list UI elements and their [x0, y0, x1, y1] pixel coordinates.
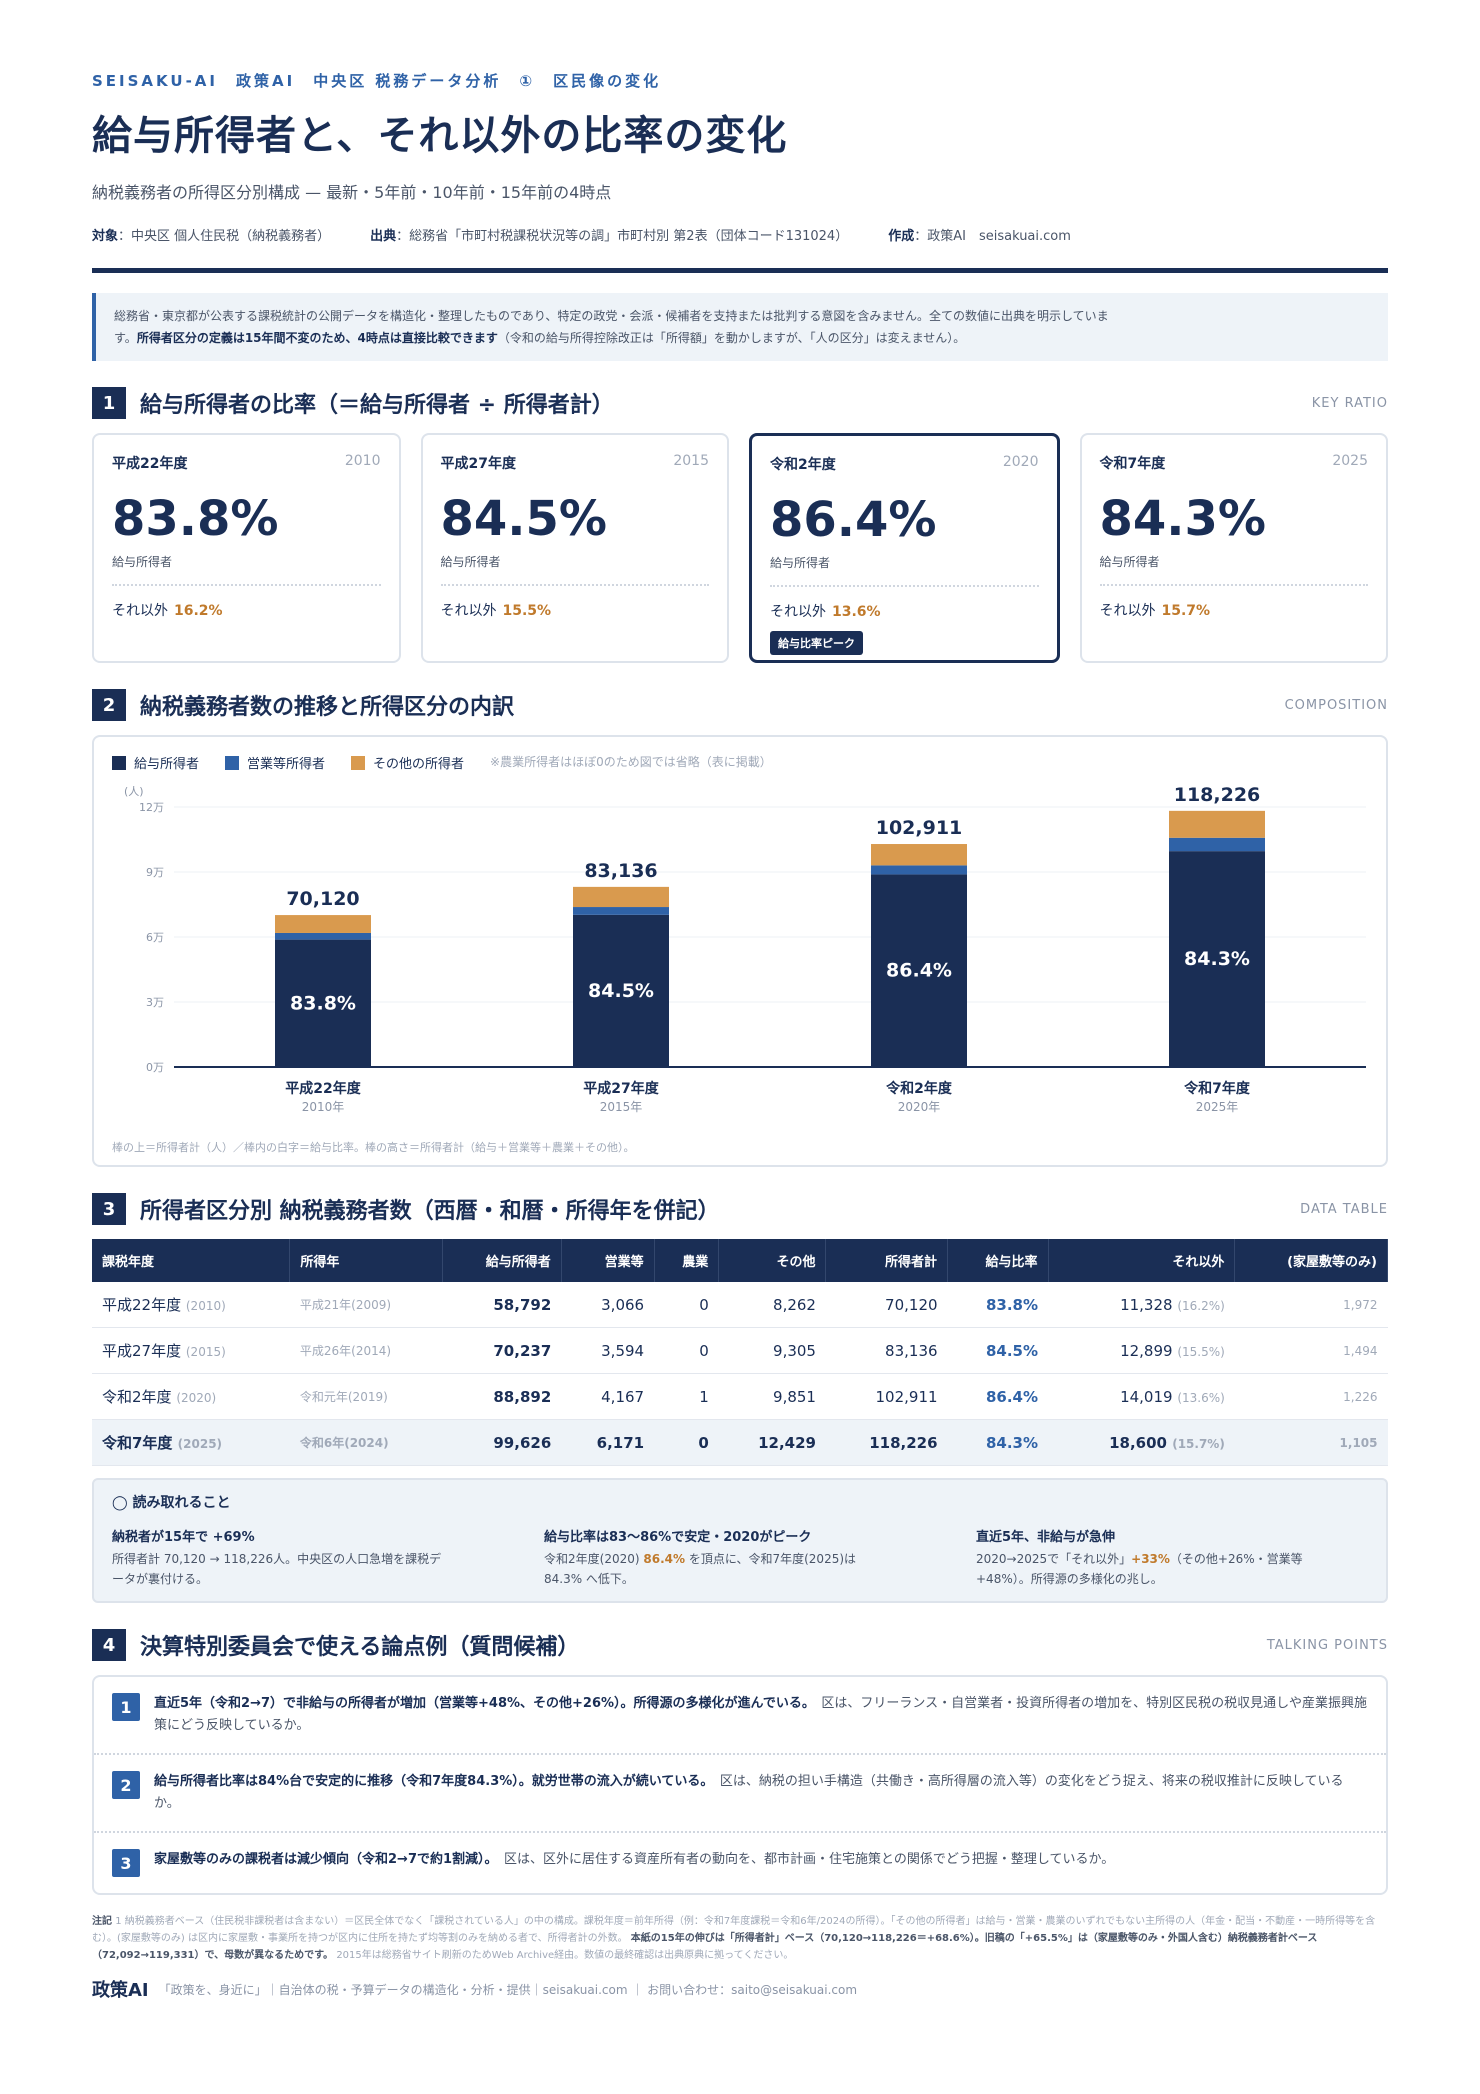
meta-source: 出典：総務省「市町村税課税状況等の調」市町村別 第2表（団体コード131024）	[370, 229, 849, 244]
section-number: 1	[92, 387, 126, 419]
table-row: 令和7年度 (2025) 令和6年(2024) 99,626 6,171 0 1…	[92, 1419, 1388, 1466]
x-tick-label: 令和7年度	[1183, 1080, 1251, 1097]
bar-segment-2	[275, 915, 371, 933]
ratio-card-2025: 令和7年度 2025 84.3% 給与所得者 それ以外 15.7%	[1079, 433, 1388, 663]
composition-chart: 給与所得者 営業等所得者 その他の所得者 ※農業所得者はほぼ0のため図では省略（…	[92, 735, 1388, 1167]
disclaimer-note: 総務省・東京都が公表する課税統計の公開データを構造化・整理したものであり、特定の…	[92, 293, 1388, 361]
bar-total-label: 102,911	[876, 817, 963, 839]
section-tag: TALKING POINTS	[1266, 1637, 1388, 1653]
x-tick-sublabel: 2010年	[302, 1100, 345, 1114]
brand-logo: 政策AI	[92, 1980, 149, 2001]
bar-segment-0	[1169, 851, 1265, 1067]
section-4-header: 4 決算特別委員会で使える論点例（質問候補） TALKING POINTS	[92, 1629, 1388, 1661]
meta-target: 対象：中央区 個人住民税（納税義務者）	[92, 229, 331, 244]
section-number: 4	[92, 1629, 126, 1661]
bar-segment-1	[1169, 837, 1265, 852]
stacked-bar-chart: (人) 0万 3万 6万 9万 12万 70,120 83.8% 平成22年度 2010年 83,1…	[124, 784, 1366, 1114]
page-subtitle: 納税義務者の所得区分別構成 — 最新・5年前・10年前・15年前の4時点	[92, 183, 612, 202]
x-tick-label: 平成22年度	[285, 1080, 361, 1097]
bar-segment-2	[573, 886, 669, 908]
bar-ratio-label: 86.4%	[886, 960, 952, 982]
section-title: 決算特別委員会で使える論点例（質問候補）	[140, 1635, 580, 1660]
bar-segment-2	[871, 844, 967, 866]
y-tick-label: 3万	[146, 996, 164, 1009]
y-tick-label: 12万	[139, 801, 164, 814]
table-header-row: 課税年度 所得年 給与所得者 営業等 農業 その他 所得者計 給与比率 それ以外…	[92, 1239, 1388, 1282]
footnote: 注記 1 納税義務者ベース（住民税非課税者は含まない）＝区民全体でなく「課税され…	[92, 1916, 1376, 1961]
kicker: SEISAKU-AI 政策AI 中央区 税務データ分析 ① 区民像の変化	[92, 72, 662, 90]
bar-segment-1	[573, 907, 669, 915]
section-2-header: 2 納税義務者数の推移と所得区分の内訳 COMPOSITION	[92, 689, 1388, 721]
talking-point-item: 1 直近5年（令和2→7）で非給与の所得者が増加（営業等+48%、その他+26%…	[94, 1677, 1386, 1755]
x-tick-sublabel: 2015年	[600, 1100, 643, 1114]
bar-ratio-label: 84.3%	[1184, 948, 1250, 970]
y-axis-unit: (人)	[124, 785, 144, 798]
ratio-value: 83.8%	[112, 491, 279, 547]
bar-segment-0	[871, 874, 967, 1067]
page-title: 給与所得者と、それ以外の比率の変化	[92, 113, 788, 159]
bar-ratio-label: 84.5%	[588, 980, 654, 1002]
talking-point-item: 3 家屋敷等のみの課税者は減少傾向（令和2→7で約1割減）。 区は、区外に居住す…	[94, 1833, 1386, 1893]
bar-total-label: 83,136	[584, 860, 657, 882]
insight-col-3: 直近5年、非給与が急伸 2020→2025で「それ以外」+33%（その他+26%…	[976, 1530, 1303, 1586]
section-title: 所得者区分別 納税義務者数（西暦・和暦・所得年を併記）	[140, 1199, 720, 1224]
legend-note: ※農業所得者はほぼ0のため図では省略（表に掲載）	[490, 755, 772, 769]
meta-row: 対象：中央区 個人住民税（納税義務者） 出典：総務省「市町村税課税状況等の調」市…	[92, 225, 1388, 244]
header-rule	[92, 268, 1388, 273]
ratio-value: 84.5%	[440, 491, 608, 547]
section-tag: COMPOSITION	[1284, 697, 1388, 713]
table-row: 平成27年度 (2015) 平成26年(2014) 70,237 3,594 0…	[92, 1327, 1388, 1374]
bar-total-label: 70,120	[286, 888, 359, 910]
ratio-card-2020: 令和2年度 2020 86.4% 給与所得者 それ以外 13.6% 給与比率ピーク	[749, 433, 1060, 663]
y-tick-label: 6万	[146, 931, 164, 944]
insight-col-2: 給与比率は83〜86%で安定・2020がピーク 令和2年度(2020) 86.4…	[544, 1530, 857, 1586]
table-row: 平成22年度 (2010) 平成21年(2009) 58,792 3,066 0…	[92, 1282, 1388, 1328]
data-table: 課税年度 所得年 給与所得者 営業等 農業 その他 所得者計 給与比率 それ以外…	[92, 1239, 1388, 1466]
bar-segment-0	[275, 939, 371, 1067]
section-number: 2	[92, 689, 126, 721]
x-tick-label: 令和2年度	[885, 1080, 953, 1097]
section-title: 納税義務者数の推移と所得区分の内訳	[140, 695, 515, 720]
bar-segment-0	[573, 914, 669, 1067]
section-3-header: 3 所得者区分別 納税義務者数（西暦・和暦・所得年を併記） DATA TABLE	[92, 1193, 1388, 1225]
insight-box: ◯ 読み取れること 納税者が15年で +69% 所得者計 70,120 → 11…	[92, 1478, 1388, 1603]
talking-point-item: 2 給与所得者比率は84%台で安定的に推移（令和7年度84.3%）。就労世帯の流…	[94, 1755, 1386, 1833]
bar-segment-1	[275, 932, 371, 940]
peak-badge: 給与比率ピーク	[770, 631, 863, 655]
insight-heading: ◯ 読み取れること	[112, 1495, 231, 1511]
x-tick-sublabel: 2020年	[898, 1100, 941, 1114]
section-tag: KEY RATIO	[1311, 395, 1388, 411]
table-row: 令和2年度 (2020) 令和元年(2019) 88,892 4,167 1 9…	[92, 1373, 1388, 1420]
section-tag: DATA TABLE	[1300, 1201, 1388, 1217]
legend-item-sonota: その他の所得者	[351, 753, 464, 772]
chart-footnote: 棒の上＝所得者計（人）／棒内の白字＝給与比率。棒の高さ＝所得者計（給与＋営業等＋…	[112, 1141, 635, 1154]
bar-segment-2	[1169, 810, 1265, 838]
x-tick-sublabel: 2025年	[1196, 1100, 1239, 1114]
insight-col-1: 納税者が15年で +69% 所得者計 70,120 → 118,226人。中央区…	[112, 1530, 442, 1586]
meta-author: 作成：政策AI seisakuai.com	[888, 229, 1071, 244]
legend-item-eigyo: 営業等所得者	[225, 753, 325, 772]
bar-total-label: 118,226	[1174, 784, 1261, 806]
talking-points: 1 直近5年（令和2→7）で非給与の所得者が増加（営業等+48%、その他+26%…	[92, 1675, 1388, 1895]
y-tick-label: 9万	[146, 866, 164, 879]
bar-segment-1	[871, 865, 967, 875]
y-tick-label: 0万	[146, 1061, 164, 1074]
x-tick-label: 平成27年度	[583, 1080, 659, 1097]
bar-ratio-label: 83.8%	[290, 992, 356, 1014]
section-title: 給与所得者の比率（＝給与所得者 ÷ 所得者計）	[140, 393, 614, 418]
ratio-cards: 平成22年度 2010 83.8% 給与所得者 それ以外 16.2% 平成27年度 2…	[92, 433, 1388, 663]
ratio-card-2015: 平成27年度 2015 84.5% 給与所得者 それ以外 15.5%	[420, 433, 729, 663]
section-number: 3	[92, 1193, 126, 1225]
section-1-header: 1 給与所得者の比率（＝給与所得者 ÷ 所得者計） KEY RATIO	[92, 387, 1388, 419]
footer-text: 「政策を、身近に」｜自治体の税・予算データの構造化・分析・提供｜seisakua…	[158, 1982, 858, 1997]
chart-legend: 給与所得者 営業等所得者 その他の所得者 ※農業所得者はほぼ0のため図では省略（…	[112, 753, 772, 772]
legend-item-kyuyo: 給与所得者	[112, 753, 199, 772]
ratio-value: 86.4%	[770, 492, 937, 548]
page-footer: 政策AI 「政策を、身近に」｜自治体の税・予算データの構造化・分析・提供｜sei…	[92, 1976, 1388, 2002]
ratio-value: 84.3%	[1099, 491, 1267, 547]
ratio-card-2010: 平成22年度 2010 83.8% 給与所得者 それ以外 16.2%	[92, 433, 401, 663]
